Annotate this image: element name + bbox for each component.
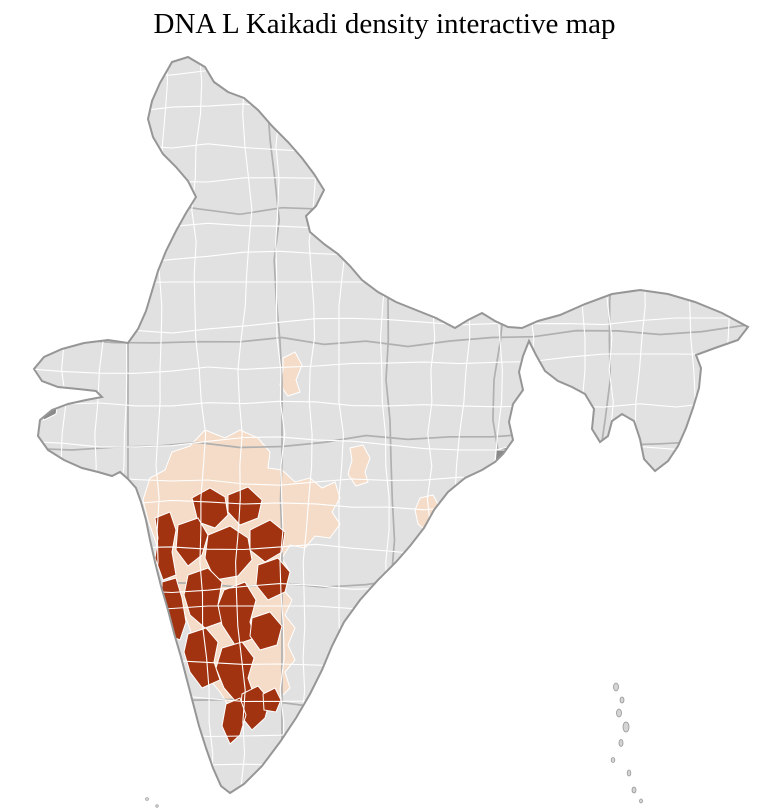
lakshadweep-islands[interactable] [145,797,159,808]
island[interactable] [622,721,630,733]
island[interactable] [631,786,637,794]
border-line [34,760,748,771]
high-density-district[interactable] [183,627,221,689]
high-density-district[interactable] [204,525,253,581]
border-line [34,677,744,709]
border-line [34,317,748,334]
border-line [34,729,748,738]
island[interactable] [619,696,625,704]
border-line [34,654,748,667]
island[interactable] [639,798,643,804]
island[interactable] [613,682,619,692]
border-line [34,574,745,592]
high-density-district[interactable] [221,697,247,745]
low-density-patch[interactable] [347,444,371,487]
border-line [34,353,748,374]
andaman-nicobar-islands[interactable] [610,682,643,804]
border-line [34,65,748,83]
border-line [34,582,748,594]
high-density-district[interactable] [262,687,282,713]
border-line [34,173,748,184]
high-density-district[interactable] [249,519,286,563]
border-line [34,250,748,265]
border-line [34,193,745,216]
border-line [34,103,748,121]
island[interactable] [616,708,622,718]
island[interactable] [145,797,149,801]
high-density-district[interactable] [227,486,263,526]
high-density-region[interactable] [154,486,291,745]
border-line [34,220,748,231]
page-title: DNA L Kaikadi density interactive map [153,8,616,40]
border-line [34,605,748,615]
border-line [528,57,549,787]
border-line [574,57,586,787]
high-density-district[interactable] [154,511,177,581]
island[interactable] [626,769,632,777]
border-line [235,57,253,787]
border-line [34,324,745,348]
border-line [34,684,748,703]
island[interactable] [155,804,159,808]
low-density-patch[interactable] [279,351,303,397]
india-base-districts[interactable] [34,57,748,793]
border-line [34,400,748,408]
island[interactable] [610,757,616,763]
border-line [34,138,748,153]
island[interactable] [618,739,624,747]
border-line [191,57,214,787]
high-density-district[interactable] [249,611,283,651]
no-data-district[interactable] [493,445,521,481]
border-line [275,57,286,787]
border-line [720,57,734,787]
border-line [266,59,283,781]
